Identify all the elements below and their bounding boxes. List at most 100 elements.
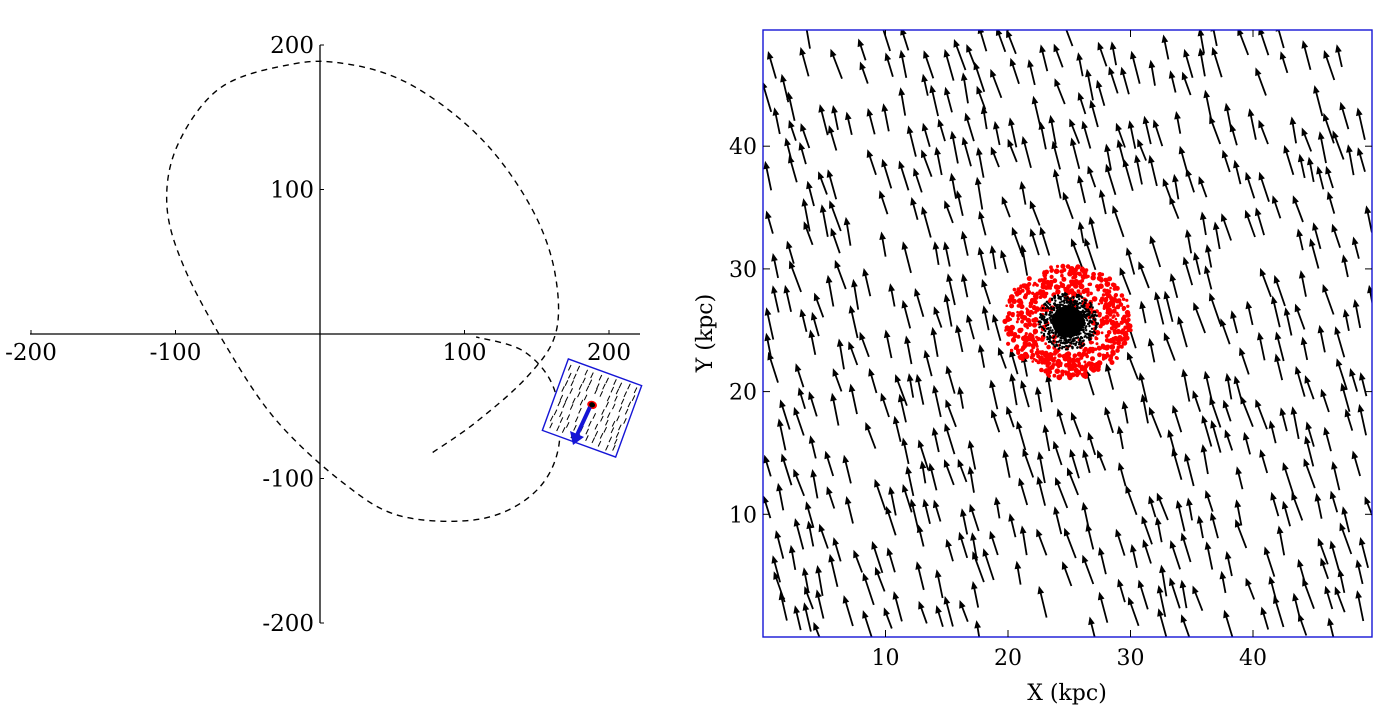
tidal-particle [1105, 296, 1109, 299]
velocity-arrow-head [1087, 431, 1094, 441]
velocity-arrow [1336, 48, 1343, 68]
velocity-arrow-head [1355, 590, 1362, 599]
velocity-arrow [1161, 569, 1168, 597]
orbit-trajectory-dashed [165, 60, 561, 523]
velocity-arrow [827, 279, 835, 307]
velocity-arrow-head [859, 61, 866, 71]
velocity-arrow-head [1037, 451, 1044, 460]
velocity-arrow-head [1245, 171, 1252, 181]
velocity-arrow-head [793, 518, 801, 527]
velocity-arrow [1184, 261, 1194, 286]
tidal-particle [1097, 352, 1102, 358]
velocity-arrow [1149, 411, 1163, 438]
velocity-arrow [881, 397, 890, 418]
velocity-arrow-head [1355, 559, 1362, 568]
velocity-arrow-head [1169, 577, 1176, 587]
velocity-arrow [1304, 462, 1316, 489]
velocity-arrow [983, 552, 995, 581]
core-particle [1088, 320, 1091, 324]
velocity-arrow [899, 164, 910, 191]
velocity-arrow-head [1364, 496, 1371, 505]
x-tick-label: 20 [994, 646, 1022, 671]
velocity-arrow [1273, 199, 1282, 219]
inset-velocity-arrow [572, 397, 576, 404]
tidal-particle [1053, 352, 1057, 356]
velocity-arrow [1319, 136, 1327, 164]
velocity-arrow [801, 51, 810, 77]
velocity-arrow-head [1313, 85, 1320, 94]
tidal-particle [1024, 339, 1029, 344]
velocity-arrow-head [859, 331, 866, 341]
velocity-arrow [922, 153, 933, 178]
velocity-arrow-head [788, 119, 795, 129]
velocity-arrow [960, 604, 969, 623]
velocity-arrow [863, 577, 875, 606]
tidal-particle [1068, 269, 1073, 274]
velocity-arrow [1236, 523, 1248, 549]
velocity-arrow [1030, 204, 1041, 226]
velocity-arrow-head [981, 278, 988, 288]
velocity-arrow [796, 367, 805, 388]
velocity-arrow-head [899, 49, 906, 59]
velocity-arrow-head [793, 468, 800, 478]
velocity-arrow [1285, 312, 1293, 336]
tidal-particle [1116, 305, 1121, 310]
velocity-arrow-head [886, 547, 894, 557]
velocity-arrow-head [1220, 213, 1228, 222]
velocity-arrow-head [1156, 492, 1163, 502]
inset-velocity-arrow [585, 435, 589, 442]
velocity-arrow [1198, 519, 1204, 539]
tidal-particle [1088, 361, 1094, 368]
velocity-arrow-head [881, 103, 889, 112]
velocity-arrow [979, 251, 987, 276]
velocity-arrow-head [1307, 156, 1314, 166]
tidal-particle [1103, 277, 1108, 282]
tidal-particle [1083, 366, 1087, 371]
velocity-arrow [882, 30, 891, 52]
velocity-arrow [882, 163, 893, 189]
velocity-arrow [1039, 590, 1048, 618]
velocity-arrow [869, 372, 878, 394]
tidal-particle [1094, 337, 1098, 341]
velocity-arrow [1256, 71, 1267, 96]
velocity-arrow [1168, 433, 1177, 457]
velocity-arrow-head [989, 245, 997, 254]
velocity-arrow-head [868, 368, 875, 377]
velocity-arrow [1021, 530, 1028, 556]
velocity-arrow [808, 525, 815, 547]
velocity-arrow-head [883, 607, 890, 617]
inset-velocity-arrow [614, 438, 618, 445]
tidal-particle [1040, 360, 1045, 365]
velocity-arrow-head [913, 167, 920, 177]
velocity-arrow [866, 426, 877, 449]
velocity-arrow [830, 558, 839, 588]
velocity-arrow-head [1077, 174, 1084, 184]
inset-velocity-arrow [569, 388, 573, 394]
velocity-arrow [1275, 358, 1284, 381]
velocity-arrow-head [788, 154, 795, 164]
tidal-particle [1042, 271, 1046, 275]
velocity-arrow-head [1224, 372, 1232, 382]
velocity-arrow [880, 194, 889, 215]
velocity-arrow [1210, 297, 1222, 325]
velocity-arrow [903, 304, 912, 329]
core-particle [1076, 336, 1080, 339]
velocity-arrow [1335, 590, 1346, 613]
velocity-arrow [1321, 393, 1330, 413]
tidal-particle [1019, 304, 1025, 310]
core-particle [1038, 323, 1042, 326]
velocity-arrow-head [830, 227, 837, 237]
velocity-arrow-head [1335, 44, 1342, 53]
velocity-arrow-head [1077, 221, 1085, 230]
velocity-arrow [778, 487, 785, 511]
velocity-arrow-head [848, 341, 855, 350]
velocity-arrow-head [1148, 154, 1155, 164]
velocity-arrow [982, 110, 988, 130]
velocity-arrow-head [901, 484, 909, 493]
velocity-arrow-head [934, 146, 941, 156]
velocity-arrow [1348, 149, 1355, 176]
tidal-particle [1034, 310, 1038, 314]
core-particle [1087, 308, 1090, 311]
velocity-arrow-head [1156, 585, 1164, 594]
velocity-arrow-head [1163, 290, 1171, 300]
